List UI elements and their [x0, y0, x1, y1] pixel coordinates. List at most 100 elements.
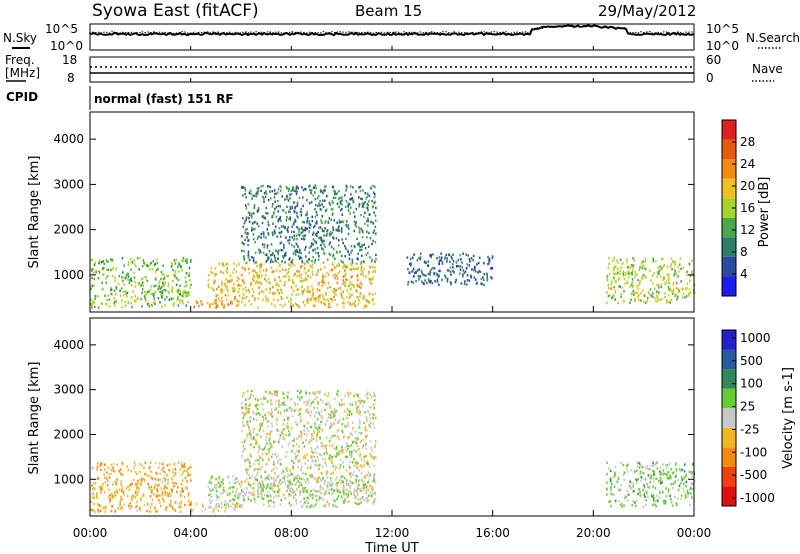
- echo-cell: [296, 211, 298, 215]
- echo-cell: [143, 295, 146, 298]
- echo-cell: [631, 291, 634, 295]
- echo-cell: [257, 403, 260, 406]
- echo-cell: [651, 274, 654, 277]
- echo-cell: [279, 242, 282, 245]
- echo-cell: [263, 243, 266, 246]
- echo-cell: [298, 450, 300, 453]
- echo-cell: [373, 500, 375, 503]
- echo-cell: [267, 457, 270, 460]
- echo-cell: [270, 482, 273, 485]
- echo-cell: [272, 489, 274, 493]
- echo-cell: [297, 395, 299, 399]
- echo-cell: [218, 299, 221, 302]
- echo-cell: [300, 500, 302, 503]
- echo-cell: [190, 283, 192, 287]
- echo-cell: [459, 268, 462, 271]
- echo-cell: [208, 506, 210, 509]
- echo-cell: [421, 280, 423, 283]
- echo-cell: [323, 243, 325, 246]
- echo-cell: [680, 470, 682, 473]
- echo-cell: [181, 489, 184, 493]
- echo-cell: [365, 443, 367, 447]
- echo-cell: [692, 462, 694, 465]
- echo-cell: [119, 468, 122, 471]
- echo-cell: [294, 207, 296, 210]
- echo-cell: [97, 510, 100, 513]
- echo-cell: [171, 286, 174, 289]
- echo-cell: [296, 288, 299, 291]
- echo-cell: [318, 226, 320, 229]
- echo-cell: [622, 270, 625, 273]
- echo-cell: [96, 465, 99, 469]
- echo-cell: [248, 429, 251, 432]
- echo-cell: [667, 490, 670, 493]
- echo-cell: [334, 504, 336, 508]
- echo-cell: [310, 475, 313, 478]
- echo-cell: [359, 185, 362, 188]
- echo-cell: [348, 292, 351, 295]
- echo-cell: [283, 477, 285, 480]
- echo-cell: [348, 408, 350, 412]
- echo-cell: [300, 484, 303, 487]
- echo-cell: [147, 482, 149, 486]
- echo-cell: [136, 500, 138, 503]
- echo-cell: [247, 289, 250, 292]
- echo-cell: [361, 229, 364, 232]
- echo-cell: [324, 491, 327, 494]
- echo-cell: [655, 260, 657, 263]
- echo-cell: [310, 504, 313, 507]
- echo-cell: [175, 283, 178, 286]
- echo-cell: [202, 505, 204, 508]
- echo-cell: [258, 429, 261, 432]
- echo-cell: [318, 289, 321, 292]
- echo-cell: [273, 461, 275, 465]
- echo-cell: [341, 296, 343, 299]
- echo-cell: [269, 442, 272, 445]
- echo-cell: [666, 476, 669, 479]
- echo-cell: [354, 215, 356, 218]
- echo-cell: [250, 485, 252, 488]
- echo-cell: [175, 482, 177, 485]
- echo-cell: [314, 304, 316, 308]
- echo-cell: [265, 435, 268, 439]
- echo-cell: [282, 305, 284, 308]
- echo-cell: [246, 232, 248, 235]
- echo-cell: [285, 197, 288, 200]
- echo-cell: [106, 484, 109, 487]
- echo-cell: [338, 264, 341, 267]
- echo-cell: [286, 228, 289, 232]
- echo-cell: [173, 302, 175, 305]
- echo-cell: [214, 302, 216, 305]
- echo-cell: [354, 223, 357, 226]
- time-axis-label: Time UT: [364, 541, 418, 554]
- echo-cell: [319, 453, 321, 456]
- echo-cell: [344, 255, 347, 258]
- colorbar-tick-label: 4: [740, 267, 748, 281]
- echo-cell: [312, 231, 315, 234]
- echo-cell: [317, 283, 320, 286]
- echo-cell: [328, 502, 331, 505]
- echo-cell: [253, 206, 256, 210]
- echo-cell: [308, 230, 310, 233]
- echo-cell: [357, 503, 359, 506]
- echo-cell: [277, 204, 280, 208]
- echo-cell: [288, 278, 291, 282]
- echo-cell: [639, 282, 641, 285]
- echo-cell: [151, 502, 153, 506]
- echo-cell: [351, 481, 354, 485]
- echo-cell: [212, 488, 214, 491]
- echo-cell: [281, 209, 284, 212]
- echo-cell: [463, 282, 466, 286]
- echo-cell: [262, 232, 265, 235]
- echo-cell: [349, 392, 352, 395]
- echo-cell: [308, 185, 310, 188]
- echo-cell: [349, 198, 351, 201]
- echo-cell: [364, 483, 366, 486]
- echo-cell: [677, 287, 679, 290]
- echo-cell: [303, 401, 305, 404]
- echo-cell: [230, 302, 233, 305]
- echo-cell: [427, 264, 430, 268]
- echo-cell: [339, 403, 341, 407]
- echo-cell: [270, 254, 272, 257]
- echo-cell: [150, 485, 153, 489]
